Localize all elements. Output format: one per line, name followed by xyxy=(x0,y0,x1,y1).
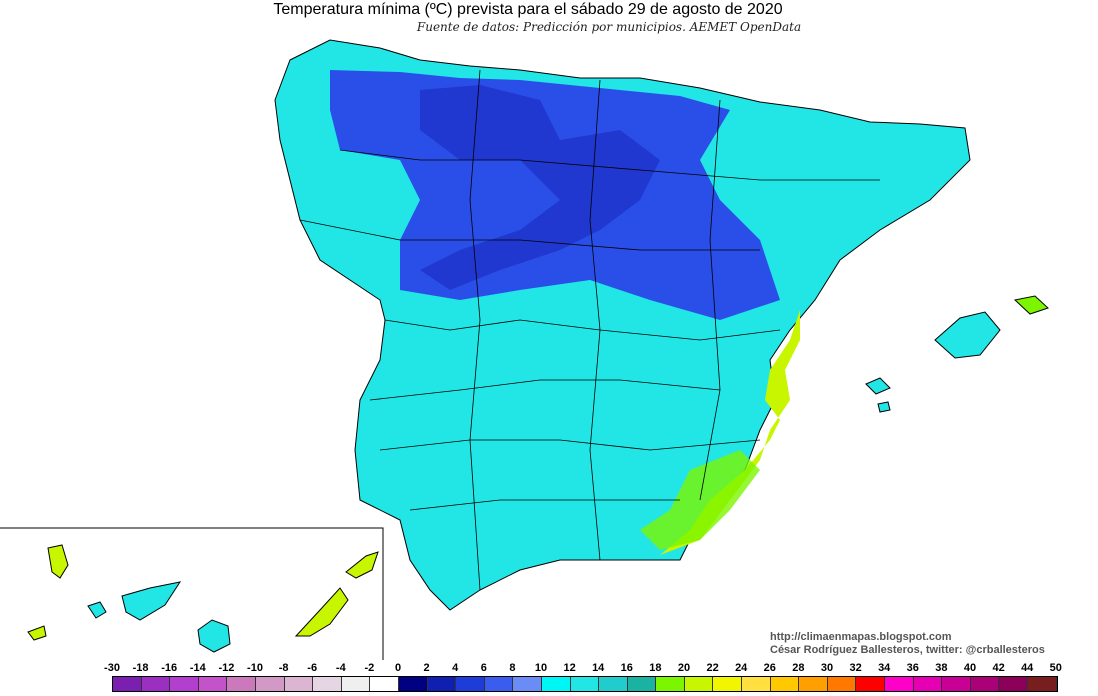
legend-swatch xyxy=(770,677,800,691)
legend-swatch xyxy=(1028,677,1057,691)
legend-swatch xyxy=(627,677,657,691)
legend-swatch xyxy=(942,677,971,691)
legend-label: 12 xyxy=(563,662,576,674)
legend-swatch xyxy=(970,677,1000,691)
legend-swatch xyxy=(227,677,256,691)
legend-label: 22 xyxy=(706,662,719,674)
legend-swatch xyxy=(484,677,514,691)
legend-swatch xyxy=(456,677,485,691)
island-menorca xyxy=(1013,295,1049,315)
legend-label: 24 xyxy=(735,662,748,674)
legend-swatch xyxy=(370,677,399,691)
legend-label: 30 xyxy=(820,662,834,674)
legend-label: 16 xyxy=(620,662,633,674)
legend-label: -14 xyxy=(189,662,206,674)
canary-inset-frame xyxy=(0,527,384,660)
legend-swatch xyxy=(284,677,314,691)
island-el-hierro xyxy=(27,625,47,641)
legend-swatch xyxy=(198,677,228,691)
island-tenerife xyxy=(121,581,182,621)
legend-swatch xyxy=(599,677,628,691)
legend-label: 28 xyxy=(792,662,805,674)
legend-swatch xyxy=(999,677,1028,691)
mountain-very-cool-zone xyxy=(420,85,660,290)
legend-swatch xyxy=(141,677,171,691)
island-ibiza xyxy=(865,377,891,395)
map-title: Temperatura mínima (ºC) prevista para el… xyxy=(273,1,783,18)
legend-swatch xyxy=(427,677,457,691)
legend-label: 14 xyxy=(592,662,605,674)
legend-label: -2 xyxy=(364,662,375,674)
legend-label: 10 xyxy=(534,662,548,674)
legend-label: 26 xyxy=(763,662,776,674)
legend-label: 2 xyxy=(423,662,430,674)
province-borders xyxy=(299,69,880,591)
island-la-gomera xyxy=(87,601,107,619)
legend-swatch xyxy=(398,677,428,691)
island-la-palma xyxy=(47,544,69,579)
legend-label: -10 xyxy=(247,662,263,674)
legend-label: 36 xyxy=(906,662,919,674)
legend-label: 44 xyxy=(1021,662,1034,674)
legend-swatch xyxy=(827,677,857,691)
legend-label: -18 xyxy=(132,662,149,674)
legend-label: 32 xyxy=(849,662,862,674)
legend-swatch xyxy=(570,677,600,691)
legend-swatch xyxy=(313,677,342,691)
island-gran-canaria xyxy=(197,619,231,653)
legend-swatch xyxy=(513,677,542,691)
legend-label: 4 xyxy=(452,662,459,674)
legend-label: 40 xyxy=(963,662,977,674)
legend-label: -30 xyxy=(104,662,120,674)
legend-label: 18 xyxy=(649,662,662,674)
legend-swatch xyxy=(742,677,771,691)
island-lanzarote xyxy=(345,551,379,579)
legend-label: 20 xyxy=(677,662,691,674)
legend-swatch xyxy=(113,677,142,691)
legend-swatch xyxy=(656,677,685,691)
island-formentera xyxy=(877,401,891,413)
legend-label: 0 xyxy=(394,662,402,674)
legend-swatch xyxy=(856,677,886,691)
legend-swatch xyxy=(713,677,743,691)
legend-swatch xyxy=(170,677,199,691)
legend-label: 50 xyxy=(1049,662,1062,674)
temperature-map xyxy=(0,39,1049,660)
legend-label: -12 xyxy=(218,662,235,674)
legend-color-bar xyxy=(112,676,1058,692)
legend-label: -16 xyxy=(161,662,178,674)
legend-swatch xyxy=(799,677,828,691)
island-mallorca xyxy=(934,311,1001,359)
legend-label: 8 xyxy=(509,662,516,674)
legend-swatch xyxy=(341,677,371,691)
legend-swatch xyxy=(541,677,571,691)
legend-swatch xyxy=(684,677,714,691)
legend-label: -4 xyxy=(335,662,346,674)
credit-author: César Rodríguez Ballesteros, twitter: @c… xyxy=(770,644,1045,656)
credit-url: http://climaenmapas.blogspot.com xyxy=(770,631,952,643)
legend-label: -8 xyxy=(278,662,289,674)
island-fuerteventura xyxy=(294,587,349,637)
map-subtitle: Fuente de datos: Predicción por municipi… xyxy=(416,20,802,34)
eastern-coast-warm-zone xyxy=(660,310,800,555)
legend-swatch xyxy=(255,677,285,691)
legend-label: -6 xyxy=(307,662,318,674)
legend-swatch xyxy=(913,677,943,691)
legend-label: 6 xyxy=(480,662,487,674)
legend-swatch xyxy=(885,677,914,691)
legend-label: 34 xyxy=(878,662,891,674)
legend-label: 38 xyxy=(935,662,948,674)
legend-label: 42 xyxy=(992,662,1005,674)
